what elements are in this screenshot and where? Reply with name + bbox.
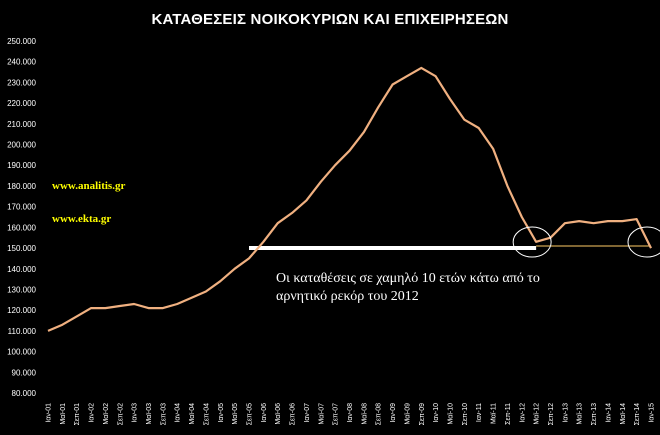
y-tick-label: 180.000 [7, 182, 36, 191]
y-tick-label: 240.000 [7, 58, 36, 67]
x-tick-label: Ιαν-15 [649, 403, 656, 423]
x-tick-label: Ιαν-10 [433, 403, 440, 423]
y-tick-label: 80.000 [12, 389, 37, 398]
x-tick-label: Ιαν-02 [89, 403, 96, 423]
annotation-text: Οι καταθέσεις σε χαμηλό 10 ετών κάτω από… [276, 270, 660, 306]
x-tick-label: Ιαν-08 [347, 403, 354, 423]
x-tick-label: Ιαν-06 [261, 403, 268, 423]
x-tick-label: Μαϊ-04 [189, 403, 196, 425]
x-tick-label: Σεπ-02 [117, 403, 124, 426]
x-tick-label: Μαϊ-12 [534, 403, 541, 425]
x-tick-label: Ιαν-14 [605, 403, 612, 423]
y-tick-label: 140.000 [7, 265, 36, 274]
x-tick-label: Μαϊ-05 [232, 403, 239, 425]
x-axis-ticks: Ιαν-01 Μαϊ-01 Σεπ-01 Ιαν-02 Μαϊ-02 Σεπ-02 Ιαν-… [46, 403, 656, 426]
x-tick-label: Σεπ-13 [591, 403, 598, 426]
x-tick-label: Σεπ-08 [376, 403, 383, 426]
x-tick-label: Μαϊ-14 [620, 403, 627, 425]
annotation-line-1: Οι καταθέσεις σε χαμηλό 10 ετών κάτω από… [276, 271, 540, 286]
x-tick-label: Μαϊ-06 [275, 403, 282, 425]
x-tick-label: Ιαν-11 [476, 403, 483, 422]
x-tick-label: Ιαν-03 [132, 403, 139, 423]
x-tick-label: Ιαν-09 [390, 403, 397, 423]
x-tick-label: Σεπ-10 [462, 403, 469, 426]
y-tick-label: 220.000 [7, 99, 36, 108]
y-tick-label: 100.000 [7, 348, 36, 357]
x-tick-label: Μαϊ-08 [361, 403, 368, 425]
y-tick-label: 130.000 [7, 285, 36, 294]
x-tick-label: Σεπ-14 [634, 403, 641, 426]
x-tick-label: Σεπ-05 [247, 403, 254, 426]
x-tick-label: Ιαν-07 [304, 403, 311, 423]
y-tick-label: 200.000 [7, 141, 36, 150]
annotation-line-2: αρνητικό ρεκόρ του 2012 [276, 289, 419, 304]
y-tick-label: 160.000 [7, 223, 36, 232]
y-tick-label: 110.000 [8, 327, 37, 336]
x-tick-label: Μαϊ-11 [491, 403, 498, 424]
x-tick-label: Μαϊ-13 [577, 403, 584, 425]
x-tick-label: Μαϊ-09 [404, 403, 411, 425]
x-tick-label: Σεπ-11 [505, 403, 512, 425]
x-tick-label: Σεπ-04 [203, 403, 210, 426]
x-tick-label: Ιαν-05 [218, 403, 225, 423]
y-tick-label: 150.000 [7, 244, 36, 253]
y-tick-label: 190.000 [7, 161, 36, 170]
x-tick-label: Σεπ-03 [160, 403, 167, 426]
x-tick-label: Σεπ-06 [290, 403, 297, 426]
y-tick-label: 230.000 [7, 78, 36, 87]
x-tick-label: Ιαν-13 [562, 403, 569, 423]
highlight-circles [512, 226, 660, 258]
x-tick-label: Ιαν-12 [519, 403, 526, 423]
x-tick-label: Ιαν-04 [175, 403, 182, 423]
x-tick-label: Σεπ-09 [419, 403, 426, 426]
y-tick-label: 210.000 [7, 120, 36, 129]
watermark-analitis: www.analitis.gr [52, 180, 126, 192]
highlight-circle [512, 226, 552, 258]
y-tick-label: 120.000 [7, 306, 36, 315]
y-tick-label: 90.000 [12, 368, 37, 377]
x-tick-label: Μαϊ-01 [60, 403, 67, 425]
chart-title: ΚΑΤΑΘΕΣΕΙΣ ΝΟΙΚΟΚΥΡΙΩΝ ΚΑΙ ΕΠΙΧΕΙΡΗΣΕΩΝ [151, 11, 509, 28]
watermark-ekta: www.ekta.gr [52, 213, 112, 225]
x-tick-label: Μαϊ-03 [146, 403, 153, 425]
x-tick-label: Σεπ-12 [548, 403, 555, 426]
x-tick-label: Μαϊ-10 [448, 403, 455, 425]
x-tick-label: Σεπ-01 [74, 403, 81, 426]
highlight-circle [627, 226, 660, 258]
x-tick-label: Μαϊ-07 [318, 403, 325, 425]
y-tick-label: 250.000 [7, 37, 36, 46]
x-tick-label: Σεπ-07 [333, 403, 340, 426]
y-tick-label: 170.000 [7, 203, 36, 212]
x-tick-label: Ιαν-01 [46, 403, 53, 423]
x-tick-label: Μαϊ-02 [103, 403, 110, 425]
y-axis-ticks: 80.000 90.000 100.000 110.000 120.000 130.000… [7, 37, 36, 398]
